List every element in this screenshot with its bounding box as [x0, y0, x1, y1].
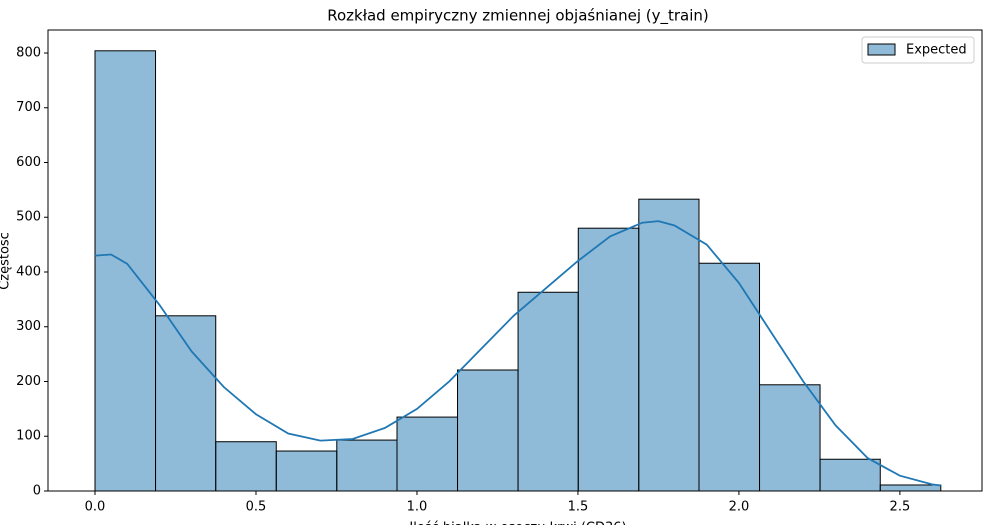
y-tick-label: 800: [16, 45, 41, 60]
y-tick-label: 200: [16, 374, 41, 389]
y-tick-label: 300: [16, 319, 41, 334]
x-tick-label: 0.5: [246, 500, 267, 515]
x-tick-label: 2.0: [729, 500, 750, 515]
y-tick-label: 400: [16, 264, 41, 279]
bar: [215, 441, 277, 492]
x-tick-label: 0.0: [85, 500, 106, 515]
bar: [457, 369, 519, 492]
y-tick-label: 700: [16, 100, 41, 115]
bar: [94, 50, 157, 492]
bar: [879, 484, 942, 492]
bar: [336, 439, 398, 492]
bar: [517, 291, 579, 492]
bar: [577, 227, 640, 492]
x-tick-label: 2.5: [890, 500, 911, 515]
bar: [698, 262, 761, 492]
chart-title: Rozkład empiryczny zmiennej objaśnianej …: [327, 7, 709, 26]
legend-label: Expected: [906, 43, 967, 58]
bar: [155, 315, 217, 492]
bar: [638, 198, 700, 492]
x-tick-label: 1.0: [407, 500, 428, 515]
plot-frame: [47, 29, 983, 492]
bar: [396, 416, 459, 492]
y-tick-label: 500: [16, 210, 41, 225]
kde-line: [94, 220, 941, 487]
bar: [275, 450, 338, 492]
y-axis-label: Częstość: [0, 232, 13, 290]
x-tick-label: 1.5: [568, 500, 589, 515]
y-tick-label: 0: [33, 484, 41, 499]
y-tick-label: 100: [16, 429, 41, 444]
x-axis-label: Ilość białka w osoczu krwi (CD36): [409, 521, 626, 525]
legend-swatch: [867, 43, 896, 56]
y-tick-label: 600: [16, 155, 41, 170]
bar: [819, 458, 881, 492]
bar: [759, 384, 821, 492]
